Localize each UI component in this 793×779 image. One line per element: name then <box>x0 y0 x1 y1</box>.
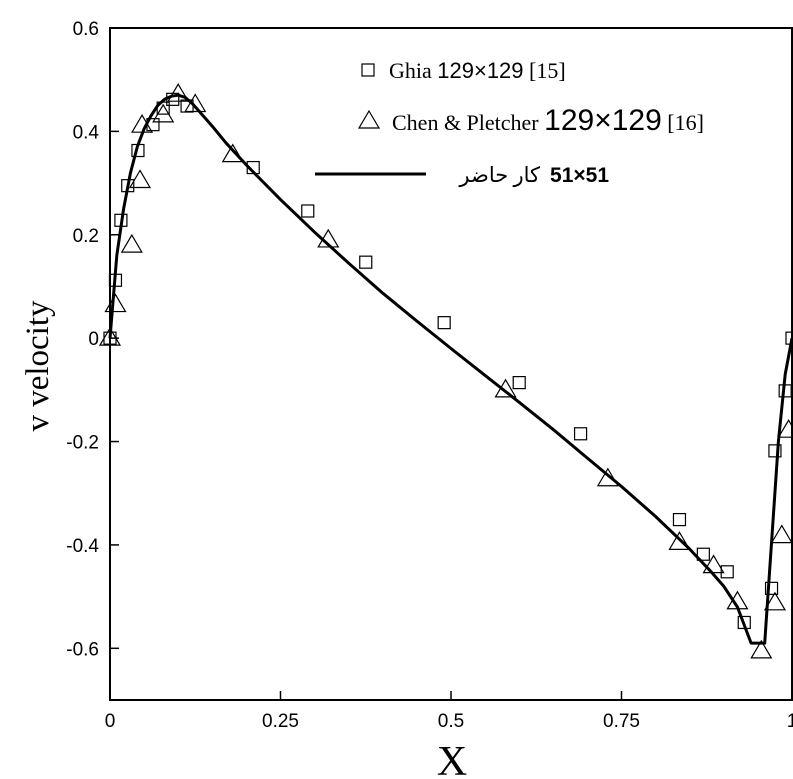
x-tick-label: 0 <box>105 711 116 732</box>
x-axis-title: X <box>437 739 467 779</box>
x-tick-label: 0.75 <box>603 711 640 732</box>
ghia-data-point <box>437 316 451 330</box>
legend-label-ghia: Ghia 129×129 [15] <box>389 58 566 83</box>
chen-pletcher-data-point <box>770 524 793 544</box>
legend-label-present-num: 51×51 <box>550 164 609 187</box>
y-axis-title: v velocity <box>20 300 56 432</box>
y-tick-label: -0.2 <box>66 433 99 454</box>
chen-pletcher-data-point <box>98 326 122 346</box>
chen-pletcher-data-point <box>167 82 190 102</box>
chen-pletcher-data-point <box>763 591 786 611</box>
series-line-present-work <box>108 93 793 645</box>
x-tick-label: 1 <box>787 711 793 732</box>
series-layer <box>98 82 793 659</box>
y-axis-ticks: 0.6 0.4 0.2 0 -0.2 -0.4 -0.6 <box>66 19 119 660</box>
series-triangle <box>98 82 793 659</box>
y-tick-label: 0.4 <box>73 122 100 143</box>
legend-marker-chen <box>357 109 381 129</box>
x-axis-ticks: 0 0.25 0.5 0.75 1 <box>105 691 793 732</box>
chen-pletcher-data-point <box>104 293 127 313</box>
y-tick-label: 0.2 <box>73 226 99 247</box>
x-tick-label: 0.5 <box>438 711 464 732</box>
ghia-data-point <box>301 204 315 218</box>
chen-pletcher-data-point <box>668 531 691 550</box>
ghia-data-point <box>768 444 782 458</box>
chen-pletcher-data-point <box>221 143 244 163</box>
chen-pletcher-data-point <box>750 639 773 659</box>
chen-pletcher-data-point <box>596 467 619 487</box>
chen-pletcher-data-point <box>777 418 793 438</box>
chen-pletcher-data-point <box>152 103 175 123</box>
chen-pletcher-data-point <box>494 378 517 398</box>
chen-pletcher-data-point <box>702 554 725 574</box>
ghia-data-point <box>512 376 526 390</box>
series-line <box>108 93 793 645</box>
legend-label-chen: Chen & Pletcher 129×129 [16] <box>392 104 704 137</box>
x-tick-label: 0.25 <box>262 711 299 732</box>
legend-label-present-text: کار حاضر <box>458 163 540 188</box>
chen-pletcher-data-point <box>120 233 143 253</box>
ghia-data-point <box>696 547 710 561</box>
ghia-data-point <box>764 581 779 595</box>
ghia-data-point <box>359 255 373 269</box>
y-tick-label: -0.6 <box>66 639 99 660</box>
legend-marker-ghia <box>361 63 375 77</box>
ghia-data-point <box>573 427 588 441</box>
chen-pletcher-data-point <box>128 169 152 189</box>
ghia-data-point <box>720 565 734 579</box>
y-tick-label: 0 <box>88 329 99 350</box>
ghia-data-point <box>672 512 687 527</box>
y-tick-label: 0.6 <box>73 19 99 40</box>
legend: Ghia 129×129 [15] Chen & Pletcher 129×12… <box>315 58 704 188</box>
y-tick-label: -0.4 <box>66 536 99 557</box>
